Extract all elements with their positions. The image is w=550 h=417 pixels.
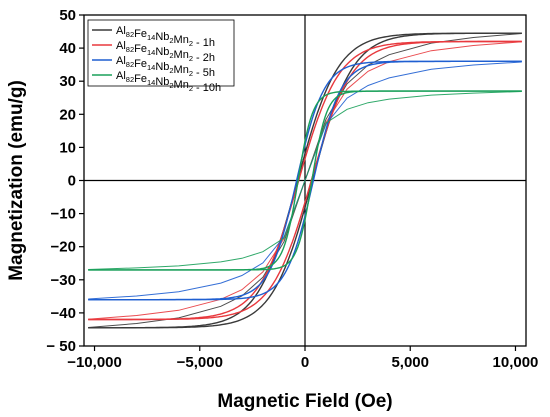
y-axis-title: Magnetization (emu/g) (6, 80, 27, 281)
x-tick-label: 10,000 (493, 354, 539, 371)
y-tick-label: 20 (59, 106, 76, 123)
legend-box (87, 19, 235, 87)
y-tick-label: 30 (59, 73, 76, 90)
y-tick-label: 40 (59, 40, 76, 57)
y-tick-label: −30 (51, 272, 76, 289)
x-tick-label: 5,000 (391, 354, 429, 371)
legend-label: Al82Fe14Nb2Mn2 - 2h (116, 40, 215, 64)
y-tick-label: −40 (51, 305, 76, 322)
loop-ascending-branch (88, 32, 522, 329)
x-axis-title: Magnetic Field (Oe) (217, 391, 392, 412)
y-tick-label: −20 (51, 239, 76, 256)
y-tick-label: 0 (68, 173, 76, 190)
y-tick-label: − 50 (46, 338, 76, 355)
x-tick-label: −10,000 (67, 354, 122, 371)
x-tick-label: −5,000 (177, 354, 223, 371)
loop-ascending-branch (88, 90, 522, 271)
loop-ascending-branch (88, 60, 522, 301)
y-tick-label: 50 (59, 7, 76, 24)
series-curves (88, 32, 522, 329)
legend-label: Al82Fe14Nb2Mn2 - 1h (116, 25, 215, 49)
legend-label: Al82Fe14Nb2Mn2 - 5h (116, 55, 215, 79)
y-tick-label: −10 (51, 206, 76, 223)
series-loop (88, 90, 522, 271)
loop-data-trace (88, 91, 522, 270)
x-tick-label: 0 (301, 354, 309, 371)
axis-ticks: −10,000 −5,000 0 5,000 10,000 − 50 −40 −30 −20 −1… (46, 7, 538, 371)
loop-ascending-branch (88, 40, 522, 321)
legend-label: Al82Fe14Nb2Mn2 - 10h (116, 70, 221, 94)
y-tick-label: 10 (59, 139, 76, 156)
